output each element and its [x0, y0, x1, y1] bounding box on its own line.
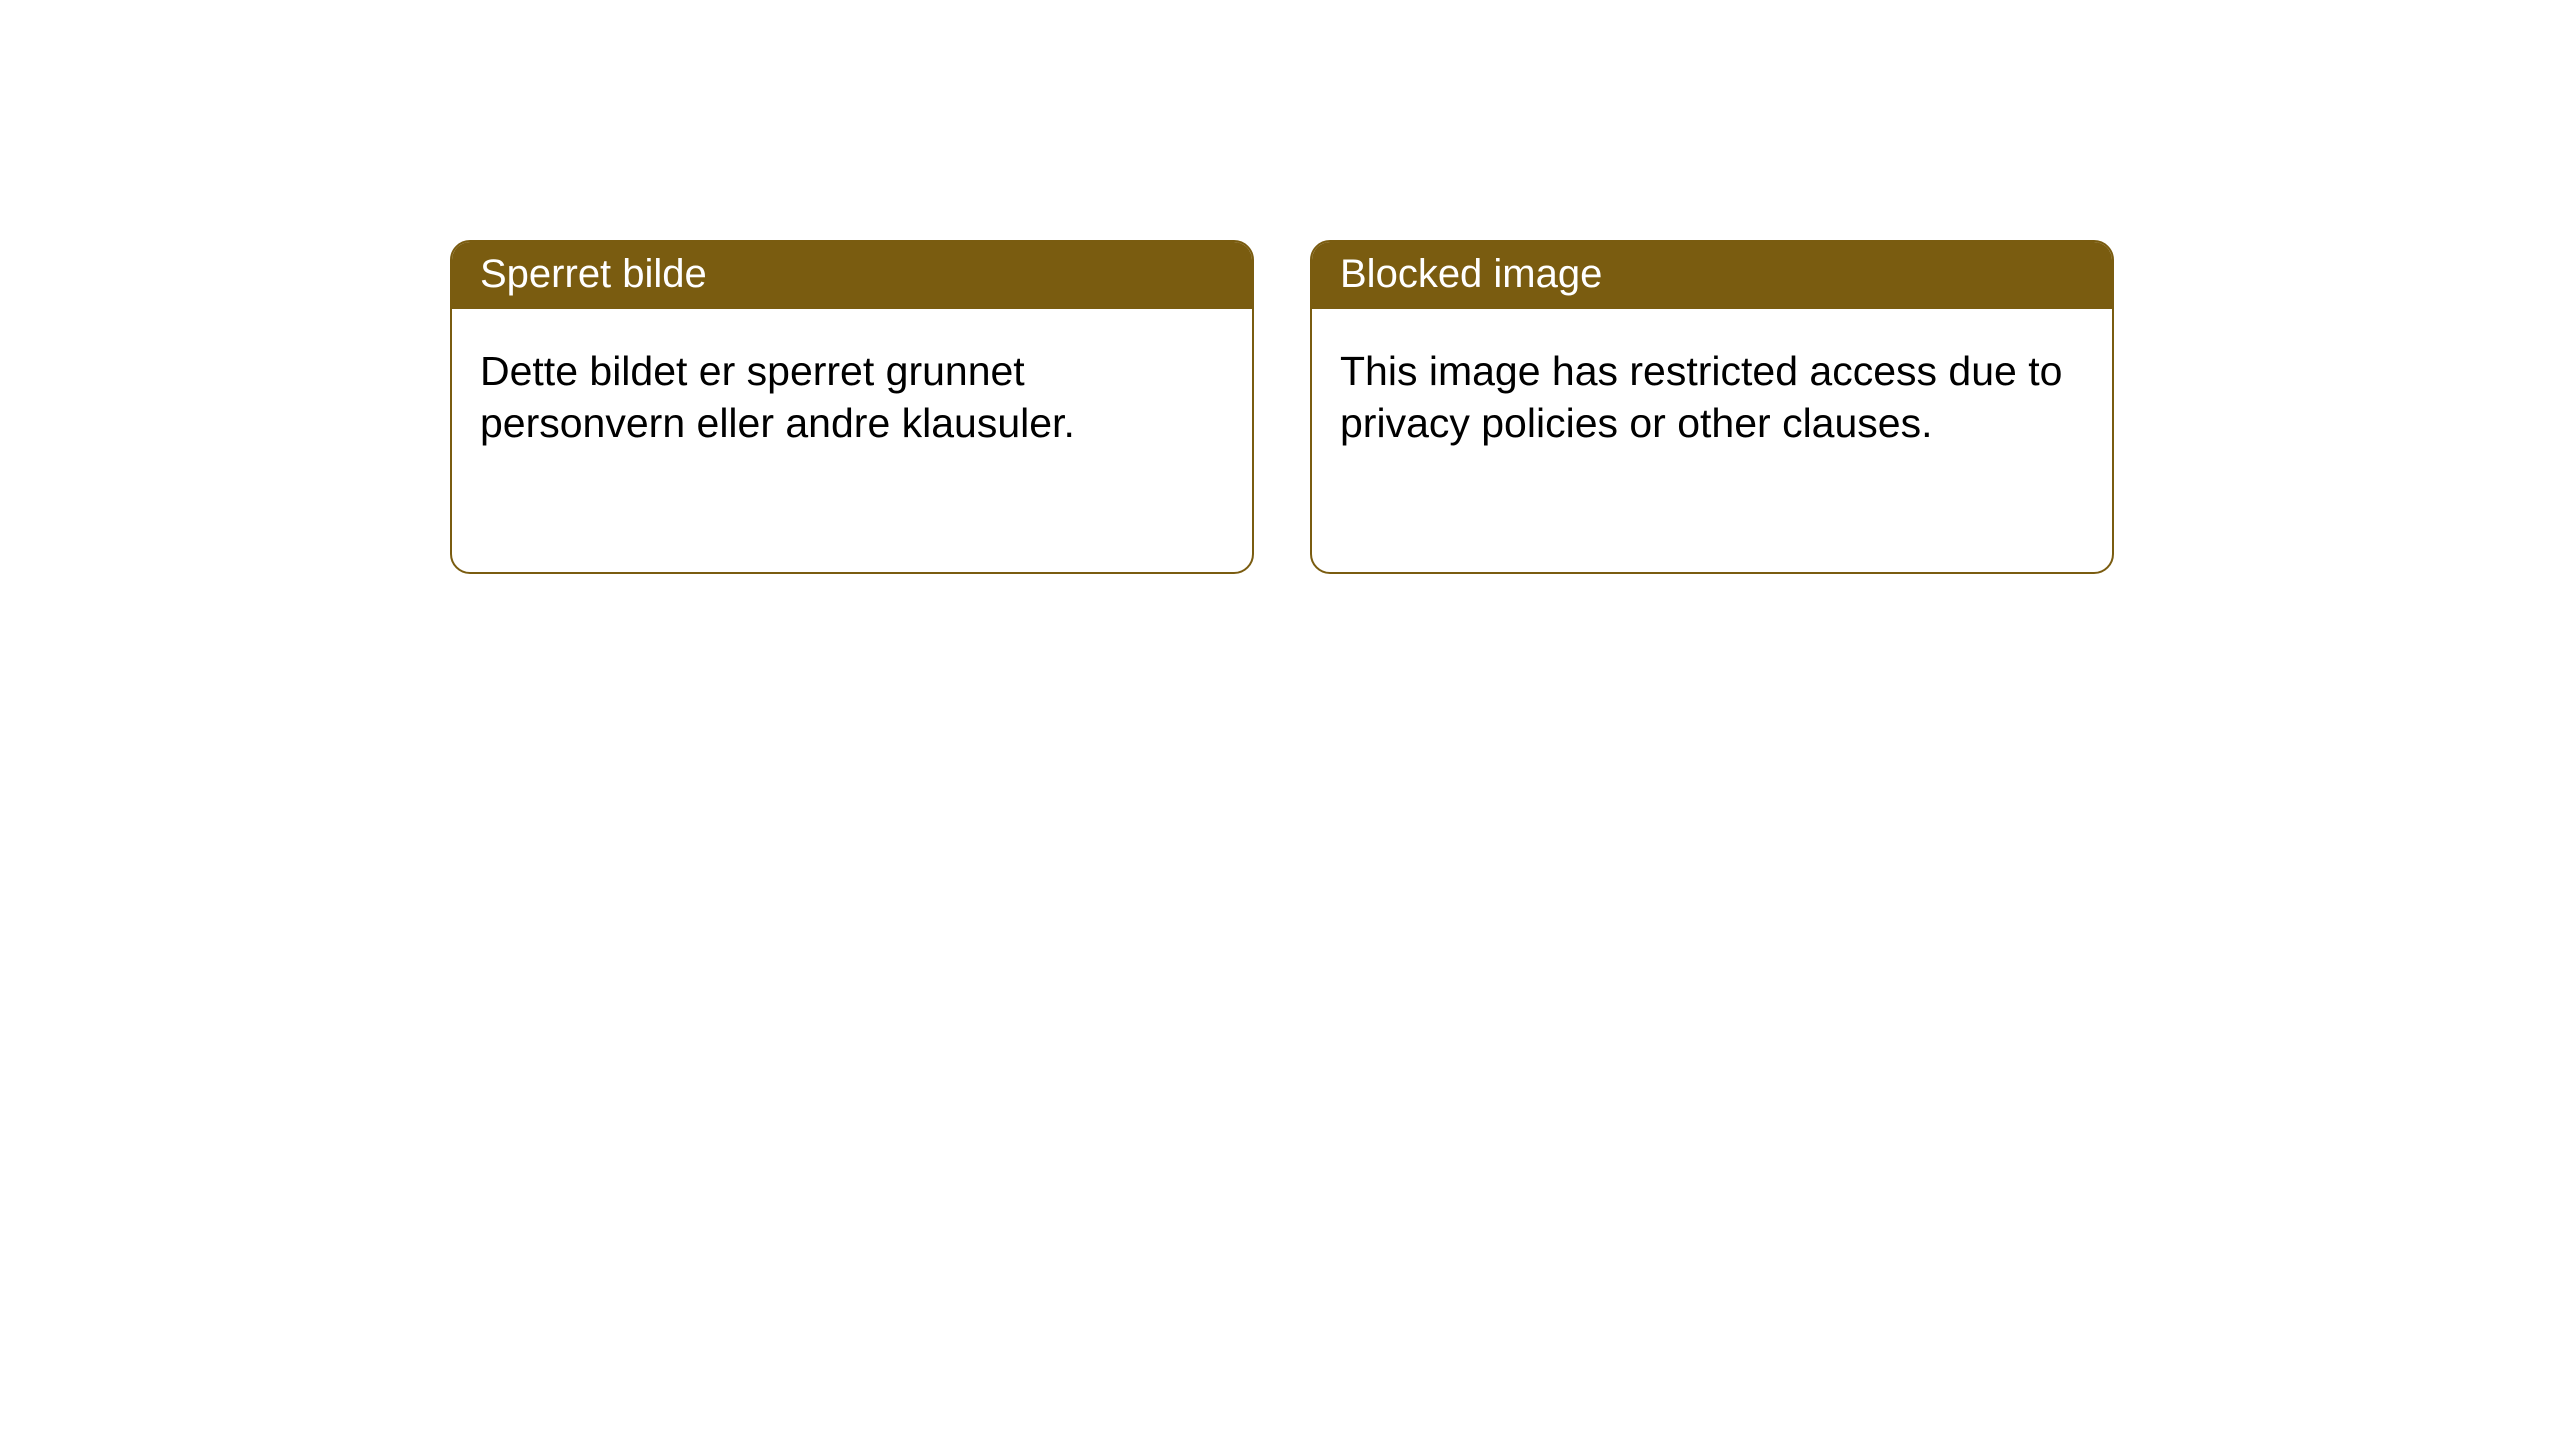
notice-body-no: Dette bildet er sperret grunnet personve… [452, 309, 1252, 486]
notice-title-en: Blocked image [1312, 242, 2112, 309]
notice-card-no: Sperret bilde Dette bildet er sperret gr… [450, 240, 1254, 574]
notice-card-en: Blocked image This image has restricted … [1310, 240, 2114, 574]
notices-container: Sperret bilde Dette bildet er sperret gr… [0, 0, 2560, 574]
notice-body-en: This image has restricted access due to … [1312, 309, 2112, 486]
notice-title-no: Sperret bilde [452, 242, 1252, 309]
